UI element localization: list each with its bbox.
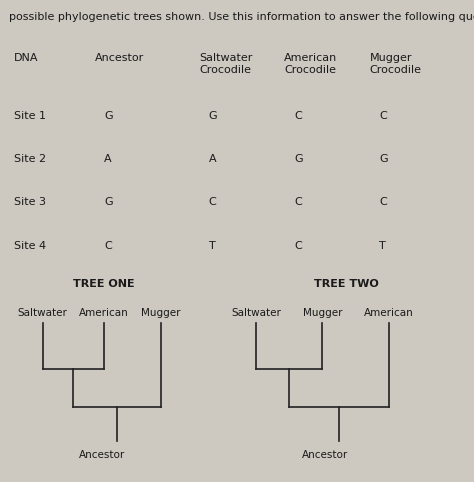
Text: Saltwater
Crocodile: Saltwater Crocodile (199, 53, 253, 75)
Text: Site 2: Site 2 (14, 154, 46, 164)
Text: T: T (209, 241, 215, 251)
Text: A: A (209, 154, 216, 164)
Text: G: G (294, 154, 302, 164)
Text: American: American (80, 308, 129, 318)
Text: Mugger: Mugger (141, 308, 181, 318)
Text: C: C (294, 198, 301, 207)
Text: Mugger
Crocodile: Mugger Crocodile (370, 53, 422, 75)
Text: Ancestor: Ancestor (95, 53, 144, 63)
Text: C: C (104, 241, 112, 251)
Text: Saltwater: Saltwater (231, 308, 281, 318)
Text: Site 3: Site 3 (14, 198, 46, 207)
Text: Ancestor: Ancestor (79, 450, 125, 460)
Text: C: C (379, 111, 387, 120)
Text: American: American (364, 308, 413, 318)
Text: Site 1: Site 1 (14, 111, 46, 120)
Text: G: G (104, 111, 113, 120)
Text: C: C (294, 111, 301, 120)
Text: Ancestor: Ancestor (301, 450, 348, 460)
Text: Saltwater: Saltwater (18, 308, 68, 318)
Text: G: G (104, 198, 113, 207)
Text: American
Crocodile: American Crocodile (284, 53, 337, 75)
Text: Site 4: Site 4 (14, 241, 46, 251)
Text: Mugger: Mugger (302, 308, 342, 318)
Text: G: G (379, 154, 388, 164)
Text: C: C (294, 241, 301, 251)
Text: possible phylogenetic trees shown. Use this information to answer the following : possible phylogenetic trees shown. Use t… (9, 12, 474, 22)
Text: A: A (104, 154, 112, 164)
Text: DNA: DNA (14, 53, 39, 63)
Text: C: C (209, 198, 216, 207)
Text: C: C (379, 198, 387, 207)
Text: G: G (209, 111, 217, 120)
Text: TREE TWO: TREE TWO (314, 279, 378, 289)
Text: T: T (379, 241, 386, 251)
Text: TREE ONE: TREE ONE (73, 279, 135, 289)
